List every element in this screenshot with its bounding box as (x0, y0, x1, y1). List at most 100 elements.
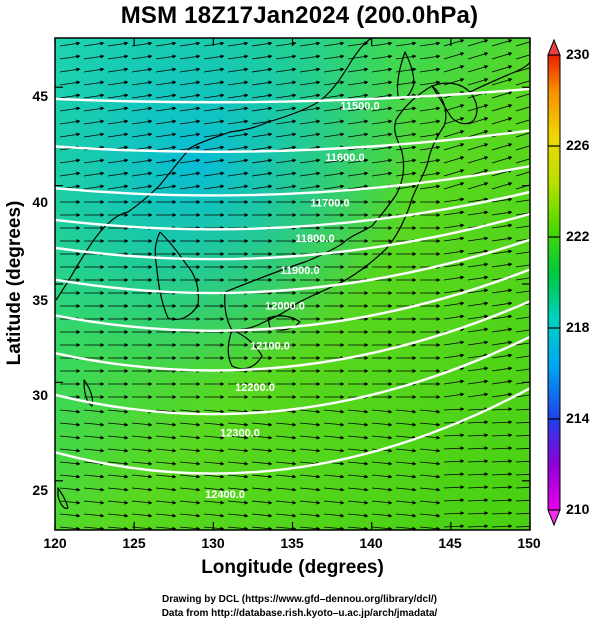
x-tick-label: 130 (201, 535, 225, 551)
wind-arrow (155, 461, 177, 466)
wind-arrow (155, 145, 177, 151)
wind-arrow (227, 106, 249, 112)
wind-arrow (419, 132, 441, 138)
x-tick-label: 140 (359, 535, 383, 551)
wind-arrow (443, 392, 465, 398)
wind-arrow (371, 145, 393, 151)
wind-arrow (227, 435, 249, 440)
wind-arrow (107, 80, 129, 86)
wind-arrow (491, 197, 513, 203)
wind-arrow (179, 41, 201, 47)
wind-arrow (491, 117, 513, 125)
wind-arrow (371, 461, 393, 466)
wind-arrow (107, 106, 129, 112)
wind-arrow (491, 65, 513, 73)
wind-arrow (83, 41, 105, 47)
wind-arrow (347, 474, 369, 479)
wind-arrow (419, 145, 441, 151)
wind-arrow (443, 433, 465, 438)
wind-arrow (323, 54, 345, 60)
colorbar (547, 54, 561, 511)
wind-arrow (59, 448, 81, 453)
wind-arrow (83, 184, 105, 190)
wind-arrow (467, 117, 489, 125)
wind-arrow (467, 524, 489, 529)
wind-arrow (107, 54, 129, 60)
wind-arrow (83, 132, 105, 138)
wind-arrow (251, 435, 273, 440)
wind-arrow (443, 353, 465, 359)
colorbar-max-arrow (547, 38, 561, 56)
wind-arrow (251, 500, 273, 505)
wind-arrow (203, 106, 225, 112)
wind-arrow (179, 487, 201, 492)
wind-arrow (323, 474, 345, 479)
wind-arrow (203, 119, 225, 125)
wind-arrow (515, 119, 530, 125)
wind-arrow (251, 80, 273, 86)
wind-arrow (443, 407, 465, 412)
wind-arrow (203, 461, 225, 466)
wind-arrow (299, 448, 321, 453)
wind-arrow (179, 409, 201, 414)
wind-arrow (59, 526, 81, 530)
wind-arrow (515, 368, 530, 372)
wind-arrow (323, 487, 345, 492)
wind-arrow (275, 93, 297, 99)
wind-arrow (515, 447, 530, 450)
wind-arrow (515, 238, 530, 242)
wind-arrow (515, 421, 530, 424)
wind-arrow (419, 106, 441, 112)
wind-arrow (275, 80, 297, 86)
wind-arrow (275, 158, 297, 164)
wind-arrow (371, 435, 393, 440)
wind-arrow (155, 119, 177, 125)
wind-arrow (443, 197, 465, 203)
wind-arrow (275, 422, 297, 427)
wind-arrow (227, 119, 249, 125)
wind-arrow (107, 487, 129, 492)
wind-arrow (515, 525, 530, 528)
wind-arrow (467, 197, 489, 203)
wind-arrow (59, 41, 81, 47)
wind-arrow (419, 513, 441, 518)
wind-arrow (491, 353, 513, 359)
wind-arrow (443, 446, 465, 451)
wind-arrow (155, 80, 177, 86)
wind-arrow (131, 158, 153, 164)
colorbar-tick-label: 226 (566, 137, 590, 153)
wind-arrow (131, 474, 153, 479)
wind-arrow (179, 132, 201, 138)
wind-arrow (203, 54, 225, 60)
wind-arrow (323, 422, 345, 427)
wind-arrow (467, 182, 489, 190)
wind-arrow (275, 435, 297, 440)
wind-arrow (347, 409, 369, 414)
y-axis-label: Latitude (degrees) (4, 200, 25, 366)
wind-arrow (395, 526, 417, 530)
wind-arrow (59, 500, 81, 505)
wind-arrow (491, 433, 513, 438)
wind-arrow (251, 422, 273, 427)
wind-arrow (323, 132, 345, 138)
wind-arrow (491, 459, 513, 464)
wind-arrow (299, 409, 321, 414)
wind-arrow (131, 80, 153, 86)
wind-arrow (491, 223, 513, 229)
colorbar-min-arrow (547, 509, 561, 527)
wind-arrow (107, 500, 129, 505)
wind-arrow (179, 513, 201, 518)
wind-arrow (467, 236, 489, 242)
wind-arrow (203, 435, 225, 440)
wind-arrow (275, 145, 297, 151)
wind-arrow (443, 210, 465, 216)
wind-arrow (467, 262, 489, 268)
wind-arrow (107, 184, 129, 190)
wind-arrow (395, 145, 417, 151)
wind-arrow (491, 524, 513, 529)
wind-arrow (347, 461, 369, 466)
wind-arrow (59, 132, 81, 138)
wind-arrow (299, 487, 321, 492)
wind-arrow (299, 500, 321, 505)
wind-arrow (131, 54, 153, 60)
